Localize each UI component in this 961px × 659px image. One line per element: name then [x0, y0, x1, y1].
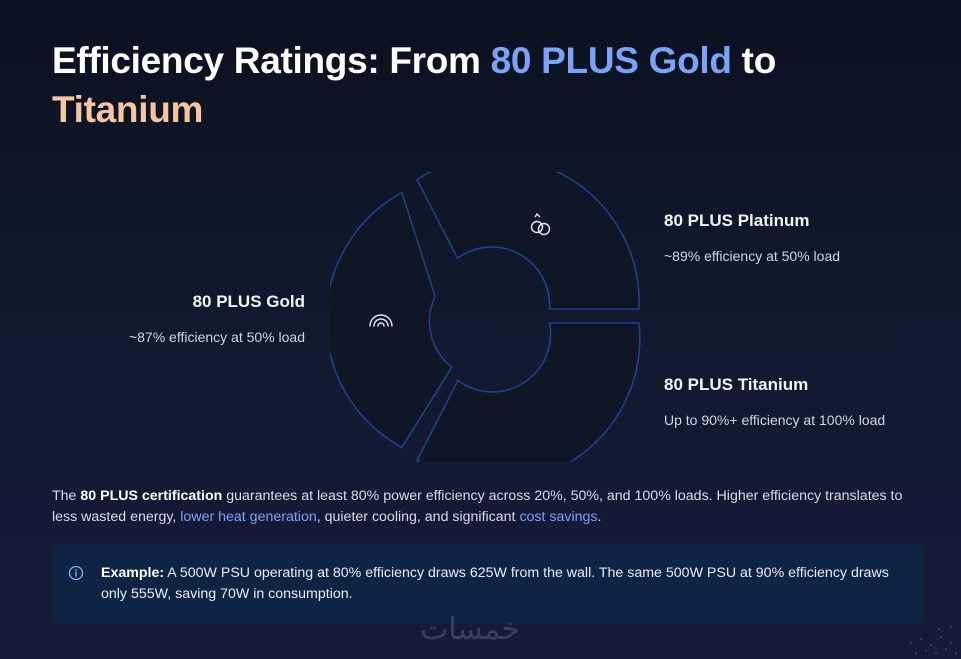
segment-platinum[interactable]: [415, 172, 640, 310]
link-cost-savings[interactable]: cost savings: [519, 509, 598, 525]
label-gold-title: 80 PLUS Gold: [192, 292, 305, 311]
decorative-dots: [910, 626, 957, 654]
efficiency-donut: [330, 172, 641, 462]
para-text: , quieter cooling, and significant: [316, 509, 520, 525]
label-gold: 80 PLUS Gold ~87% efficiency at 50% load: [129, 292, 305, 345]
para-text: The: [52, 488, 81, 504]
para-bold: 80 PLUS certification: [80, 488, 223, 504]
para-text: .: [597, 509, 602, 525]
label-gold-desc: ~87% efficiency at 50% load: [128, 329, 305, 345]
title-text-to: to: [731, 40, 777, 81]
title-highlight-gold: 80 PLUS Gold: [490, 40, 732, 81]
example-label: Example:: [101, 565, 165, 581]
watermark-logo: خمسات: [420, 612, 521, 647]
label-titanium-desc: Up to 90%+ efficiency at 100% load: [664, 412, 886, 428]
label-platinum-desc: ~89% efficiency at 50% load: [664, 248, 841, 264]
segment-titanium[interactable]: [415, 322, 641, 462]
example-text: Example: A 500W PSU operating at 80% eff…: [101, 563, 891, 605]
rings-icon: [530, 212, 551, 236]
title-highlight-titanium: Titanium: [52, 89, 204, 130]
label-titanium: 80 PLUS Titanium Up to 90%+ efficiency a…: [664, 375, 885, 428]
page-title: Efficiency Ratings: From 80 PLUS Gold to…: [52, 36, 912, 134]
label-platinum: 80 PLUS Platinum ~89% efficiency at 50% …: [664, 211, 840, 264]
rainbow-icon: [369, 314, 393, 327]
para-text: guarantees at least 80% power efficiency…: [52, 488, 903, 525]
info-icon: [68, 565, 84, 581]
link-lower-heat-generation[interactable]: lower heat generation: [180, 509, 317, 525]
title-text: Efficiency Ratings: From: [52, 40, 491, 81]
label-platinum-title: 80 PLUS Platinum: [664, 211, 810, 230]
example-callout: Example: A 500W PSU operating at 80% eff…: [52, 544, 924, 624]
certification-paragraph: The 80 PLUS certification guarantees at …: [52, 486, 912, 528]
example-body: A 500W PSU operating at 80% efficiency d…: [101, 565, 889, 602]
label-titanium-title: 80 PLUS Titanium: [664, 375, 809, 394]
